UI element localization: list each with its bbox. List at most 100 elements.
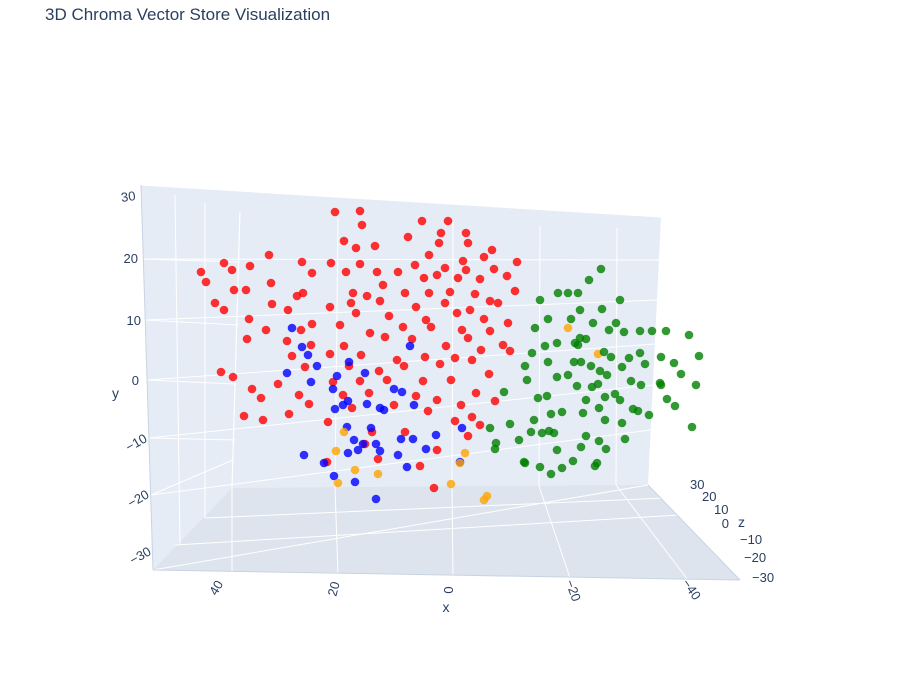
blue-point[interactable] [306,377,316,387]
green-point[interactable] [594,436,604,446]
red-point[interactable] [364,388,374,398]
red-point[interactable] [457,325,467,335]
green-point[interactable] [655,378,665,388]
green-point[interactable] [552,338,562,348]
red-point[interactable] [429,483,439,493]
red-point[interactable] [467,412,477,422]
green-point[interactable] [527,348,537,358]
blue-point[interactable] [330,404,340,414]
blue-point[interactable] [408,434,418,444]
green-point[interactable] [601,444,611,454]
green-point[interactable] [552,372,562,382]
blue-point[interactable] [303,350,313,360]
green-point[interactable] [573,340,583,350]
red-point[interactable] [421,315,431,325]
orange-point[interactable] [479,495,489,505]
red-point[interactable] [510,286,520,296]
green-point[interactable] [566,314,576,324]
red-point[interactable] [453,273,463,283]
red-point[interactable] [378,280,388,290]
orange-point[interactable] [339,427,349,437]
green-point[interactable] [611,318,621,328]
green-point[interactable] [676,369,686,379]
blue-point[interactable] [389,384,399,394]
red-point[interactable] [424,250,434,260]
green-point[interactable] [499,387,509,397]
red-point[interactable] [351,308,361,318]
red-point[interactable] [471,388,481,398]
green-point[interactable] [691,380,701,390]
blue-point[interactable] [366,423,376,433]
red-point[interactable] [229,285,239,295]
red-point[interactable] [339,236,349,246]
red-point[interactable] [210,298,220,308]
blue-point[interactable] [397,387,407,397]
red-point[interactable] [227,265,237,275]
red-point[interactable] [440,263,450,273]
blue-point[interactable] [353,445,363,455]
green-point[interactable] [590,461,600,471]
red-point[interactable] [247,384,257,394]
red-point[interactable] [443,216,453,226]
red-point[interactable] [476,345,486,355]
red-point[interactable] [242,334,252,344]
blue-point[interactable] [405,341,415,351]
red-point[interactable] [244,314,254,324]
green-point[interactable] [602,370,612,380]
red-point[interactable] [463,431,473,441]
green-point[interactable] [661,326,671,336]
green-point[interactable] [557,407,567,417]
red-point[interactable] [440,298,450,308]
blue-point[interactable] [431,430,441,440]
green-point[interactable] [647,326,657,336]
green-point[interactable] [529,415,539,425]
red-point[interactable] [372,267,382,277]
red-point[interactable] [441,341,451,351]
red-point[interactable] [282,336,292,346]
green-point[interactable] [624,353,634,363]
green-point[interactable] [557,463,567,473]
red-point[interactable] [512,257,522,267]
green-point[interactable] [569,357,579,367]
green-point[interactable] [640,359,650,369]
blue-point[interactable] [350,477,360,487]
red-point[interactable] [479,314,489,324]
red-point[interactable] [410,260,420,270]
orange-point[interactable] [460,448,470,458]
green-point[interactable] [606,352,616,362]
red-point[interactable] [351,243,361,253]
green-point[interactable] [552,445,562,455]
red-point[interactable] [241,285,251,295]
red-point[interactable] [356,350,366,360]
red-point[interactable] [325,302,335,312]
red-point[interactable] [463,238,473,248]
red-point[interactable] [446,375,456,385]
red-point[interactable] [398,322,408,332]
green-point[interactable] [578,408,588,418]
blue-point[interactable] [457,423,467,433]
red-point[interactable] [346,298,356,308]
red-point[interactable] [400,427,410,437]
red-point[interactable] [463,333,473,343]
green-point[interactable] [535,295,545,305]
red-point[interactable] [498,340,508,350]
green-point[interactable] [576,442,586,452]
green-point[interactable] [635,348,645,358]
red-point[interactable] [487,245,497,255]
red-point[interactable] [355,259,365,269]
red-point[interactable] [325,349,335,359]
green-point[interactable] [595,366,605,376]
blue-point[interactable] [344,357,354,367]
red-point[interactable] [465,305,475,315]
red-point[interactable] [393,267,403,277]
orange-point[interactable] [333,478,343,488]
blue-point[interactable] [282,368,292,378]
green-point[interactable] [599,347,609,357]
red-point[interactable] [355,206,365,216]
red-point[interactable] [384,311,394,321]
red-point[interactable] [399,361,409,371]
red-point[interactable] [489,264,499,274]
green-point[interactable] [584,275,594,285]
red-point[interactable] [355,376,365,386]
green-point[interactable] [542,391,552,401]
